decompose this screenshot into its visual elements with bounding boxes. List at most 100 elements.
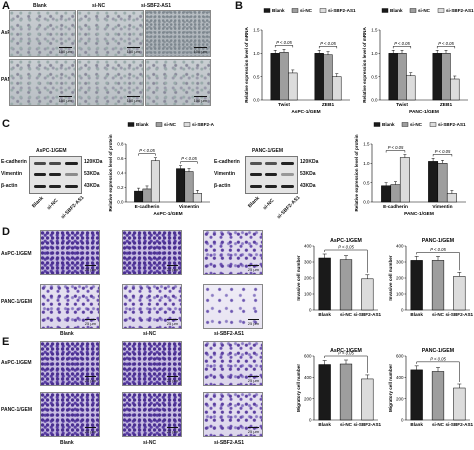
scale-bar: 100 μm [58, 96, 73, 103]
scale-bar: 25 μm [166, 376, 179, 383]
y-tick-label: 0 [401, 418, 404, 423]
chart-title: PANC-1/GEM [422, 238, 454, 244]
col-label-sinc-e: si-NC [143, 440, 157, 446]
wb-protein-ecad-2: E-cadherin [214, 159, 240, 165]
y-tick-label: 600 [396, 354, 404, 359]
scale-bar: 100 μm [193, 96, 208, 103]
bar [318, 257, 331, 311]
micrograph-a-panc-blank: 100 μm [9, 59, 76, 106]
bar [450, 78, 460, 101]
bar [437, 163, 448, 203]
micrograph-a-aspc-sinc: 100 μm [77, 10, 144, 57]
legend-label: si-SBF2-AS1 [328, 8, 356, 13]
micrograph-d-aspc-sisbf2: 25 μm [203, 230, 263, 275]
x-tick-label: Blank [318, 312, 331, 317]
bar [441, 53, 451, 101]
scale-bar: 25 μm [247, 376, 260, 383]
y-tick-label: 0.5 [363, 180, 370, 185]
significance-bracket [432, 154, 453, 157]
wb-lane-sisbf2: si-SBF2-AS1 [60, 194, 86, 221]
scale-bar: 100 μm [126, 96, 141, 103]
bar [428, 161, 439, 203]
x-axis-label: PANC-1/GEM [404, 211, 434, 217]
scale-bar: 25 μm [166, 265, 179, 272]
significance-label: P < 0.05 [338, 245, 354, 250]
wb-cell-line-panc: PANC-1/GEM [252, 148, 284, 154]
micrograph-e-panc-blank: 25 μm [40, 392, 100, 437]
legend-label: si-SBF2-AS1 [192, 122, 214, 127]
significance-bracket [324, 249, 368, 273]
legend-swatch [373, 122, 381, 127]
significance-bracket [324, 355, 368, 373]
y-tick-label: 0.5 [371, 74, 378, 79]
micrograph-e-panc-sisbf2: 25 μm [203, 392, 263, 437]
significance-label: P < 0.05 [181, 156, 197, 161]
scale-bar: 25 μm [84, 427, 97, 434]
y-tick-label: 1.0 [253, 51, 260, 56]
y-tick-label: 1.0 [371, 51, 378, 56]
legend-label: si-NC [300, 8, 313, 13]
x-tick-label: ZEB1 [440, 102, 453, 108]
y-tick-label: 0.8 [117, 142, 124, 147]
chart-c-right: 0.0 0.5 1.0 1.5 Relative expression level of… [354, 122, 466, 217]
y-axis-label: Relative expression level of mRNA [244, 27, 249, 103]
significance-label: P < 0.05 [438, 41, 454, 46]
chart-b-right: 0.0 0.5 1.0 1.5 Relative expression level of… [362, 8, 474, 115]
x-tick-label: Vimentin [179, 204, 199, 210]
bar [323, 54, 333, 101]
y-tick-label: 200 [396, 396, 404, 401]
legend-swatch [409, 8, 417, 13]
group-label-blank: Blank [33, 3, 47, 9]
group-label-sisbf2: si-SBF2-AS1 [141, 3, 172, 9]
y-tick-label: 400 [396, 244, 404, 249]
y-tick-label: 600 [304, 354, 312, 359]
x-tick-label: si-SBF2-AS1 [354, 312, 382, 317]
y-tick-label: 1.0 [363, 161, 370, 166]
legend-label: Blank [272, 8, 285, 13]
x-tick-label: si-NC [340, 422, 353, 427]
x-tick-label: Blank [410, 422, 423, 427]
y-tick-label: 1.5 [253, 28, 260, 33]
legend-label: si-SBF2-AS1 [438, 122, 466, 127]
chart-b-left: 0.0 0.5 1.0 1.5 Relative expression level of… [244, 8, 356, 115]
micrograph-a-panc-sinc: 100 μm [77, 59, 144, 106]
x-axis-label: PANC-1/GEM [409, 109, 439, 115]
y-tick-label: 0 [309, 308, 312, 313]
scale-bar: 25 μm [247, 319, 260, 326]
row-label-aspc-d: AsPC-1/GEM [1, 251, 32, 257]
group-label-sinc: si-NC [92, 3, 106, 9]
scale-bar: 25 μm [166, 319, 179, 326]
y-tick-label: 0.0 [117, 200, 124, 205]
y-tick-label: 200 [304, 276, 312, 281]
x-tick-label: Twist [278, 102, 290, 108]
wb-lane-blank-2: Blank [247, 195, 261, 210]
wb-size-53-2: 53KDa [300, 171, 316, 177]
legend-label: si-NC [164, 122, 177, 127]
significance-label: P < 0.05 [276, 40, 292, 45]
wb-size-120: 120KDa [84, 159, 103, 165]
col-label-sisbf2-e: si-SBF2-AS1 [214, 440, 245, 446]
y-tick-label: 400 [304, 375, 312, 380]
scale-bar: 25 μm [84, 376, 97, 383]
scale-bar: 25 μm [166, 427, 179, 434]
bar [410, 260, 423, 311]
bar [184, 171, 194, 203]
bar [399, 157, 410, 203]
wb-lane-blank: Blank [31, 195, 45, 210]
legend-label: si-NC [418, 8, 431, 13]
col-label-blank-d: Blank [60, 331, 74, 337]
significance-label: P < 0.05 [338, 351, 354, 356]
micrograph-d-aspc-sinc: 25 μm [122, 230, 182, 275]
wb-size-120-2: 120KDa [300, 159, 319, 165]
micrograph-d-panc-sisbf2: 25 μm [203, 284, 263, 329]
scale-bar: 25 μm [247, 427, 260, 434]
bar [134, 190, 144, 203]
chart-title: AsPC-1/GEM [330, 238, 362, 244]
panel-label-e: E [2, 336, 10, 348]
y-axis-label: Relative expression level of mRNA [362, 27, 367, 103]
x-tick-label: ZEB1 [322, 102, 335, 108]
bar [270, 53, 280, 101]
row-label-panc-d: PANC-1/GEM [1, 299, 33, 305]
bar [339, 259, 353, 311]
